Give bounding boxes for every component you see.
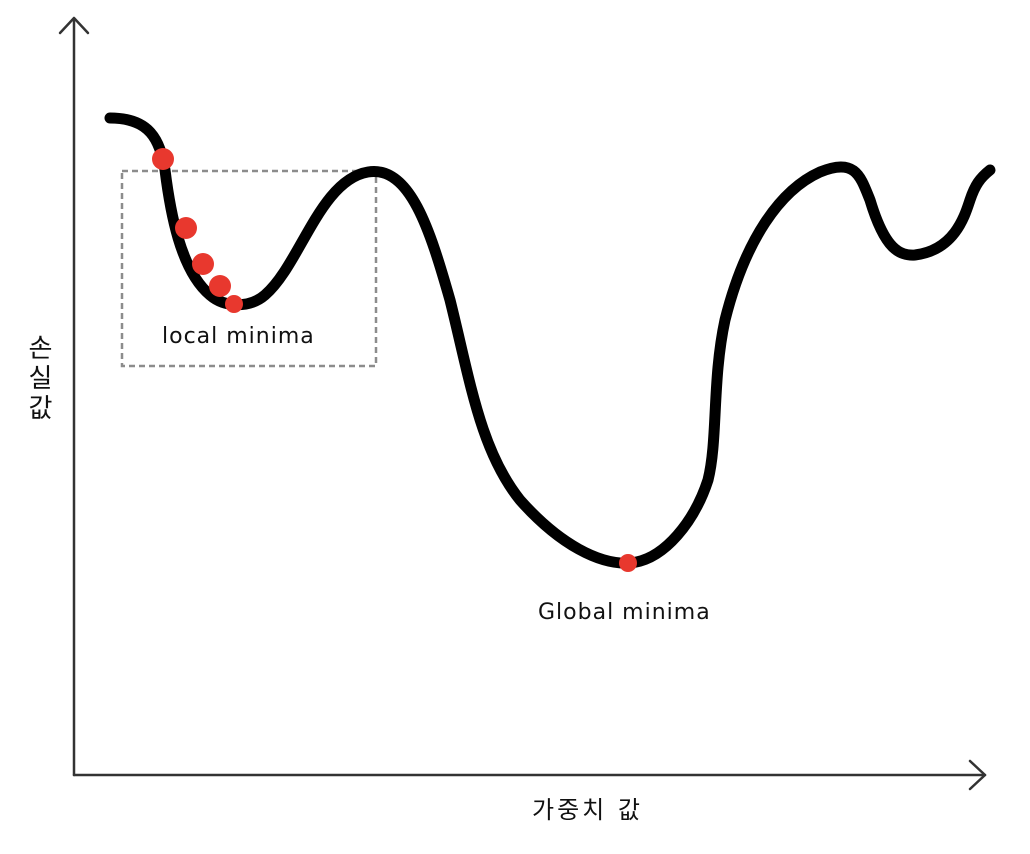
global-minima-label: Global minima [538, 600, 711, 625]
descent-point-1 [152, 148, 174, 170]
global-minimum-point [619, 554, 637, 572]
x-axis-arrow-icon [968, 759, 987, 791]
local-minimum-point [225, 295, 243, 313]
local-minima-label: local minima [162, 324, 315, 349]
descent-point-4 [209, 275, 231, 297]
y-axis-arrow-icon [58, 16, 90, 35]
descent-point-2 [175, 217, 197, 239]
descent-point-3 [192, 253, 214, 275]
y-axis-label: 손실값 [23, 334, 53, 424]
local-minima-box [120, 169, 378, 368]
x-axis-label: 가중치 값 [532, 796, 643, 824]
